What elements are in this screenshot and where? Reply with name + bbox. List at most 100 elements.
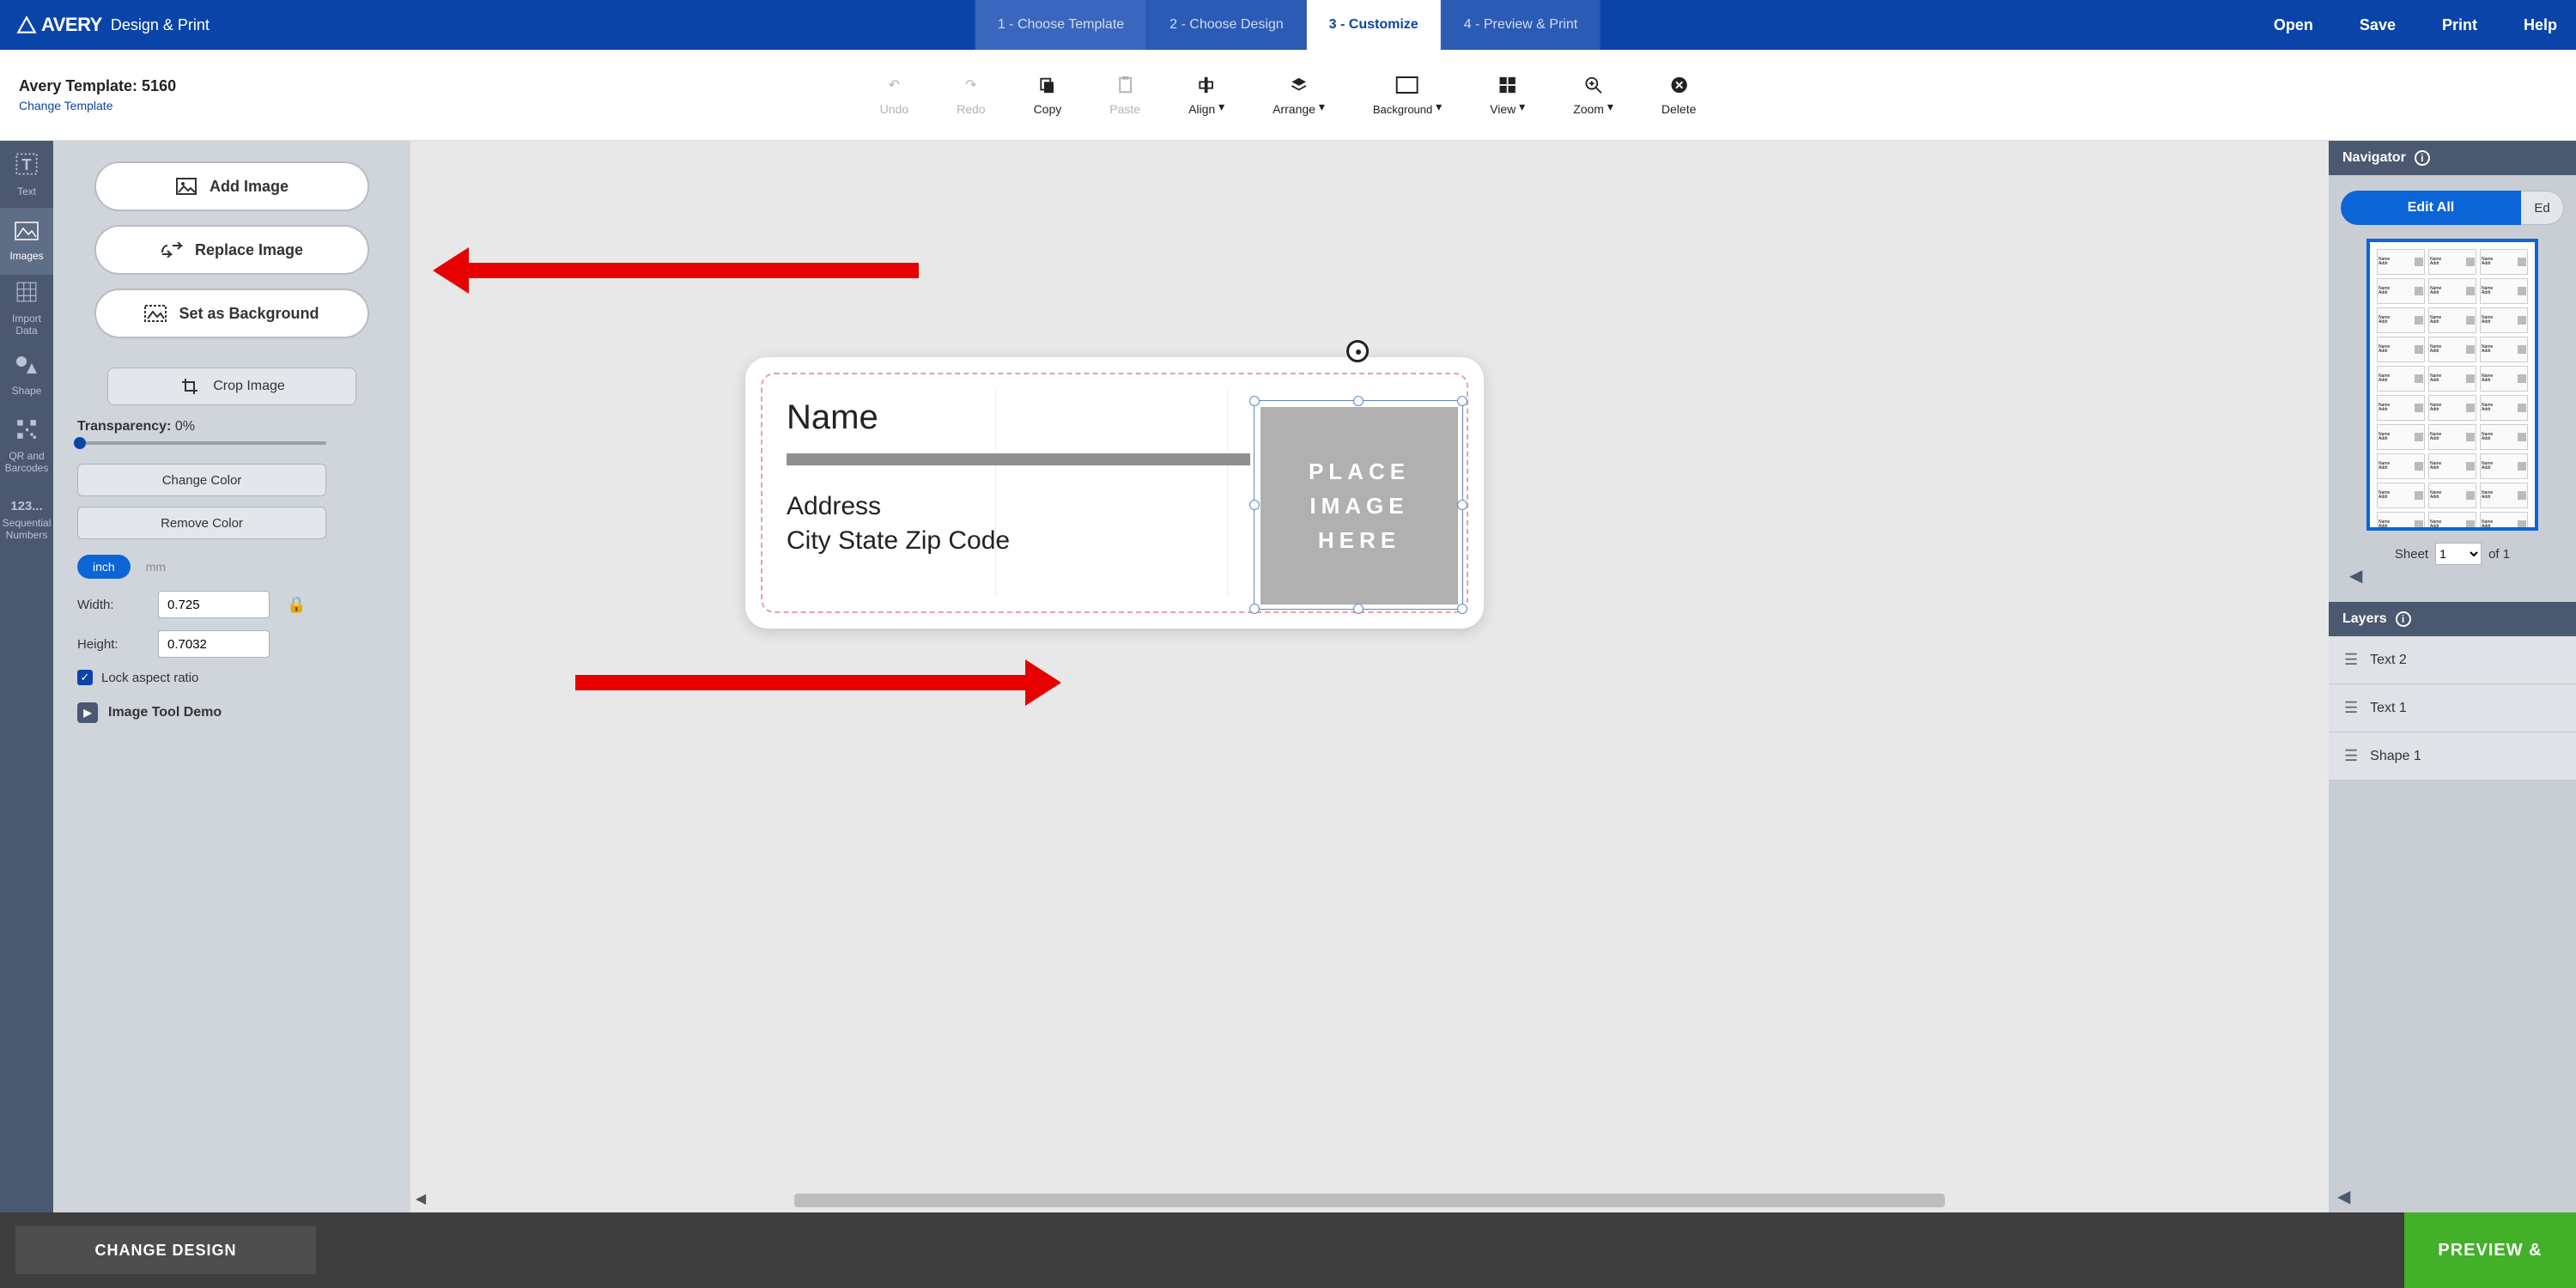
remove-color-button[interactable]: Remove Color — [77, 507, 326, 539]
scroll-thumb[interactable] — [794, 1194, 1945, 1207]
thumb-cell[interactable]: NameAddr — [2377, 366, 2425, 392]
nav-prev-icon[interactable]: ◀ — [2349, 565, 2564, 586]
layer-item[interactable]: ☰ Text 2 — [2329, 636, 2576, 684]
transparency-slider[interactable] — [77, 441, 326, 445]
thumb-cell[interactable]: NameAddr — [2480, 512, 2528, 531]
width-input[interactable] — [158, 591, 270, 618]
edit-one-button[interactable]: Ed — [2521, 191, 2564, 225]
thumb-cell[interactable]: NameAddr — [2480, 307, 2528, 333]
view-button[interactable]: View ▾ — [1466, 64, 1549, 125]
thumb-cell[interactable]: NameAddr — [2480, 249, 2528, 275]
label-divider-shape[interactable] — [787, 453, 1250, 465]
thumb-cell[interactable]: NameAddr — [2480, 424, 2528, 450]
tab-shapes[interactable]: Shape — [0, 342, 53, 409]
selection-box[interactable] — [1254, 400, 1463, 610]
thumb-cell[interactable]: NameAddr — [2377, 337, 2425, 362]
thumb-cell[interactable]: NameAddr — [2377, 278, 2425, 304]
tab-sequential-numbers[interactable]: 123... Sequential Numbers — [0, 483, 53, 556]
thumb-cell[interactable]: NameAddr — [2480, 483, 2528, 508]
zoom-button[interactable]: Zoom ▾ — [1549, 64, 1637, 125]
thumb-cell[interactable]: NameAddr — [2377, 512, 2425, 531]
resize-handle[interactable] — [1249, 500, 1260, 510]
resize-handle[interactable] — [1353, 396, 1364, 406]
set-background-button[interactable]: Set as Background — [94, 289, 369, 338]
step-choose-design[interactable]: 2 - Choose Design — [1147, 0, 1307, 50]
help-link[interactable]: Help — [2524, 16, 2557, 34]
thumb-cell[interactable]: NameAddr — [2428, 278, 2476, 304]
delete-button[interactable]: Delete — [1637, 64, 1720, 125]
info-icon[interactable]: i — [2396, 611, 2411, 627]
background-button[interactable]: Background ▾ — [1349, 64, 1466, 125]
save-link[interactable]: Save — [2360, 16, 2396, 34]
thumb-cell[interactable]: NameAddr — [2377, 483, 2425, 508]
label-address-text[interactable]: Address City State Zip Code — [787, 489, 1010, 558]
tab-images[interactable]: Images — [0, 208, 53, 275]
open-link[interactable]: Open — [2274, 16, 2313, 34]
label-name-text[interactable]: Name — [787, 398, 878, 437]
thumb-cell[interactable]: NameAddr — [2480, 453, 2528, 479]
redo-button[interactable]: ↷ Redo — [933, 64, 1009, 125]
info-icon[interactable]: i — [2415, 150, 2430, 166]
copy-button[interactable]: Copy — [1010, 64, 1086, 125]
step-customize[interactable]: 3 - Customize — [1307, 0, 1442, 50]
scroll-left-icon[interactable]: ◀ — [412, 1190, 429, 1207]
sheet-thumbnail[interactable]: NameAddr NameAddr NameAddr NameAddr Name… — [2366, 239, 2538, 531]
thumb-cell[interactable]: NameAddr — [2428, 453, 2476, 479]
add-image-button[interactable]: Add Image — [94, 161, 369, 211]
resize-handle[interactable] — [1457, 500, 1467, 510]
thumb-cell[interactable]: NameAddr — [2428, 512, 2476, 531]
lock-aspect-row[interactable]: ✓ Lock aspect ratio — [77, 670, 386, 685]
unit-inch[interactable]: inch — [77, 555, 131, 579]
thumb-cell[interactable]: NameAddr — [2480, 366, 2528, 392]
sheet-select[interactable]: 1 — [2435, 543, 2482, 565]
resize-handle[interactable] — [1457, 396, 1467, 406]
crop-image-button[interactable]: Crop Image — [107, 368, 356, 405]
thumb-cell[interactable]: NameAddr — [2428, 307, 2476, 333]
resize-handle[interactable] — [1249, 604, 1260, 614]
thumb-cell[interactable]: NameAddr — [2428, 337, 2476, 362]
thumb-cell[interactable]: NameAddr — [2428, 395, 2476, 421]
thumb-cell[interactable]: NameAddr — [2377, 395, 2425, 421]
resize-handle[interactable] — [1249, 396, 1260, 406]
edit-all-button[interactable]: Edit All — [2341, 191, 2521, 225]
undo-button[interactable]: ↶ Undo — [856, 64, 933, 125]
layer-drag-icon[interactable]: ☰ — [2344, 699, 2358, 717]
resize-handle[interactable] — [1353, 604, 1364, 614]
rotate-handle[interactable] — [1346, 340, 1369, 362]
layer-item[interactable]: ☰ Text 1 — [2329, 684, 2576, 732]
preview-button[interactable]: PREVIEW & — [2404, 1212, 2576, 1288]
change-template-link[interactable]: Change Template — [19, 99, 176, 112]
layer-drag-icon[interactable]: ☰ — [2344, 651, 2358, 669]
thumb-cell[interactable]: NameAddr — [2480, 337, 2528, 362]
tab-qr-barcodes[interactable]: QR and Barcodes — [0, 409, 53, 483]
thumb-cell[interactable]: NameAddr — [2377, 249, 2425, 275]
paste-button[interactable]: Paste — [1085, 64, 1164, 125]
thumb-cell[interactable]: NameAddr — [2480, 395, 2528, 421]
thumb-cell[interactable]: NameAddr — [2480, 278, 2528, 304]
checkbox-checked-icon[interactable]: ✓ — [77, 670, 93, 685]
thumb-cell[interactable]: NameAddr — [2428, 424, 2476, 450]
canvas-horizontal-scrollbar[interactable]: ◀ — [410, 1188, 2329, 1212]
print-link[interactable]: Print — [2442, 16, 2477, 34]
resize-handle[interactable] — [1457, 604, 1467, 614]
align-button[interactable]: Align ▾ — [1164, 64, 1249, 125]
thumb-cell[interactable]: NameAddr — [2428, 366, 2476, 392]
slider-knob[interactable] — [74, 437, 86, 449]
thumb-cell[interactable]: NameAddr — [2428, 483, 2476, 508]
arrange-button[interactable]: Arrange ▾ — [1249, 64, 1349, 125]
lock-icon[interactable]: 🔒 — [287, 596, 306, 614]
thumb-cell[interactable]: NameAddr — [2428, 249, 2476, 275]
layer-item[interactable]: ☰ Shape 1 — [2329, 732, 2576, 781]
thumb-cell[interactable]: NameAddr — [2377, 307, 2425, 333]
image-tool-demo-link[interactable]: ▶ Image Tool Demo — [77, 702, 386, 723]
step-choose-template[interactable]: 1 - Choose Template — [975, 0, 1147, 50]
height-input[interactable] — [158, 630, 270, 658]
layer-drag-icon[interactable]: ☰ — [2344, 747, 2358, 765]
change-design-button[interactable]: CHANGE DESIGN — [15, 1226, 316, 1274]
replace-image-button[interactable]: Replace Image — [94, 225, 369, 275]
layers-prev-icon[interactable]: ◀ — [2337, 1186, 2567, 1207]
tab-text[interactable]: T Text — [0, 141, 53, 208]
label-card[interactable]: Name Address City State Zip Code PLACE I… — [745, 357, 1484, 629]
tab-import-data[interactable]: Import Data — [0, 275, 53, 342]
step-preview-print[interactable]: 4 - Preview & Print — [1442, 0, 1601, 50]
